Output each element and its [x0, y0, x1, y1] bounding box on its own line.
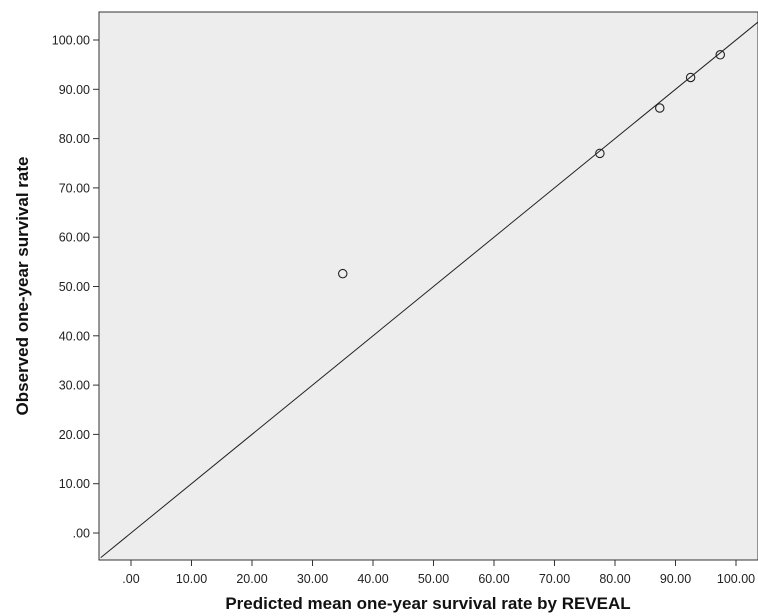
x-tick-label: 20.00 [236, 572, 267, 586]
y-tick-label: 30.00 [59, 379, 90, 393]
x-tick-label: 100.00 [717, 572, 755, 586]
x-tick-label: 40.00 [357, 572, 388, 586]
data-point [685, 72, 696, 83]
x-tick-label: 90.00 [660, 572, 691, 586]
y-tick-label: .00 [73, 527, 90, 541]
y-tick-label: 80.00 [59, 132, 90, 146]
x-tick-label: 50.00 [418, 572, 449, 586]
y-tick-label: 70.00 [59, 181, 90, 195]
y-axis-title: Observed one-year survival rate [13, 157, 32, 416]
data-point [595, 148, 605, 159]
reference-line [100, 21, 758, 559]
data-point [655, 103, 665, 113]
x-tick-label: 70.00 [539, 572, 570, 586]
x-tick-label: 10.00 [176, 572, 207, 586]
y-tick-label: 20.00 [59, 428, 90, 442]
x-tick-label: 30.00 [297, 572, 328, 586]
data-point [337, 268, 348, 279]
y-tick-label: 90.00 [59, 83, 90, 97]
y-tick-label: 40.00 [59, 329, 90, 343]
plot-area [98, 11, 758, 561]
y-tick-label: 100.00 [52, 34, 90, 48]
data-point [715, 50, 726, 60]
x-tick-label: .00 [122, 572, 139, 586]
x-tick-label: 80.00 [599, 572, 630, 586]
y-tick-label: 60.00 [59, 231, 90, 245]
y-tick-label: 10.00 [59, 477, 90, 491]
y-tick-label: 50.00 [59, 280, 90, 294]
x-axis-title: Predicted mean one-year survival rate by… [225, 594, 630, 613]
x-tick-label: 60.00 [478, 572, 509, 586]
